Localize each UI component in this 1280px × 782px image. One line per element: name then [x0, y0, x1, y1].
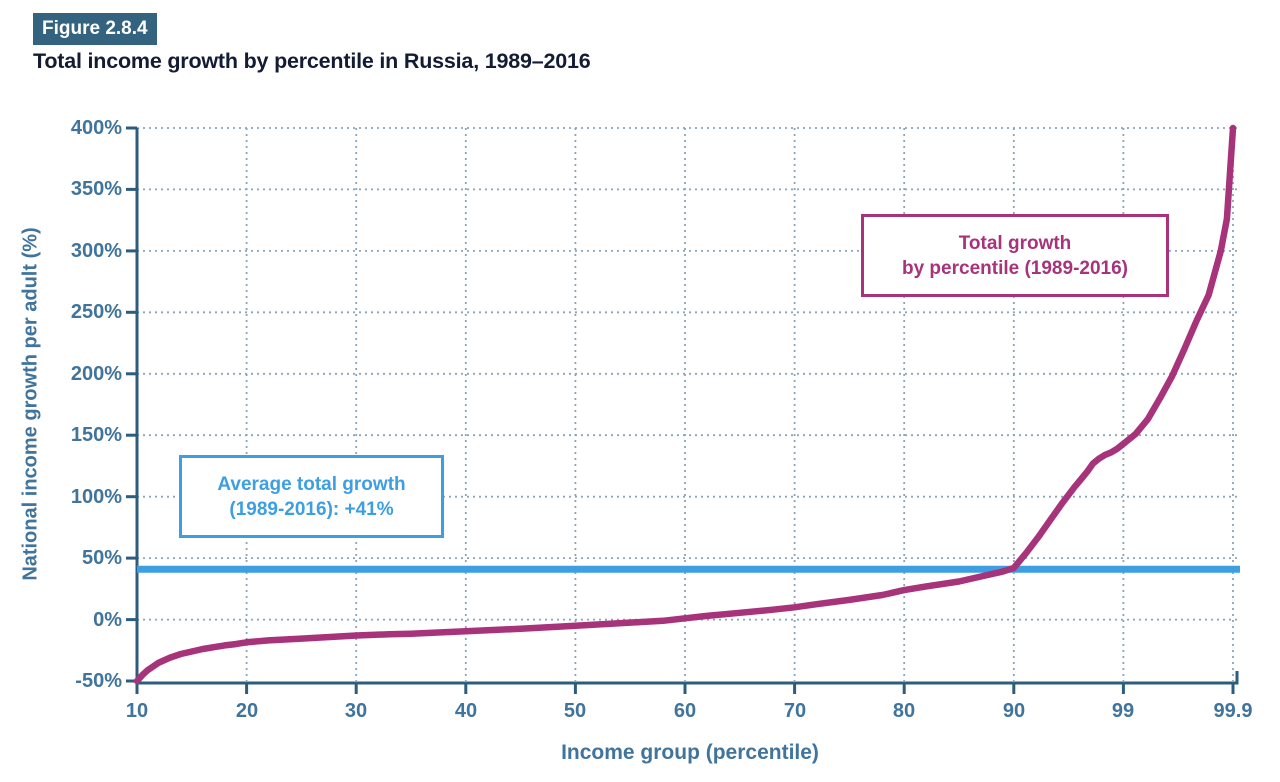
- y-tick-label: 400%: [70, 117, 122, 139]
- x-tick-label: 50: [563, 700, 587, 722]
- y-tick-label: 200%: [70, 363, 122, 385]
- x-tick-label: 30: [344, 700, 368, 722]
- figure-title: Total income growth by percentile in Rus…: [33, 49, 591, 73]
- y-axis-title: National income growth per adult (%): [19, 227, 42, 581]
- y-tick-label: 300%: [70, 240, 122, 262]
- x-tick-label: 60: [673, 700, 697, 722]
- total-growth-annotation-line1: Total growth: [958, 232, 1072, 254]
- x-tick-label: 40: [454, 700, 478, 722]
- growth-curve: [133, 124, 1237, 685]
- x-tick-label: 99: [1111, 700, 1135, 722]
- y-tick-label: 150%: [70, 424, 122, 446]
- figure-number-badge: Figure 2.8.4: [33, 13, 157, 45]
- y-tick-label: -50%: [75, 670, 122, 692]
- y-tick-label: 350%: [70, 178, 122, 200]
- x-axis-title: Income group (percentile): [561, 741, 819, 764]
- x-tick-label: 99.9: [1213, 700, 1253, 722]
- total-growth-annotation-box: Total growth by percentile (1989-2016): [861, 214, 1169, 297]
- axis-frame: [135, 128, 1239, 685]
- y-tick-label: 250%: [70, 301, 122, 323]
- axes: [126, 126, 1239, 694]
- x-tick-label: 80: [892, 700, 916, 722]
- average-growth-annotation-line1: Average total growth: [217, 473, 406, 495]
- x-tick-label: 20: [235, 700, 259, 722]
- total-growth-annotation-line2: by percentile (1989-2016): [901, 257, 1128, 279]
- x-tick-label: 10: [125, 700, 149, 722]
- y-tick-label: 0%: [93, 609, 122, 631]
- gridlines: [137, 127, 1240, 681]
- average-growth-annotation-box: Average total growth (1989-2016): +41%: [179, 455, 444, 538]
- average-growth-annotation-line2: (1989-2016): +41%: [229, 498, 394, 520]
- y-tick-label: 50%: [81, 547, 122, 569]
- x-tick-label: 70: [783, 700, 807, 722]
- y-tick-label: 100%: [70, 486, 122, 508]
- x-tick-label: 90: [1002, 700, 1026, 722]
